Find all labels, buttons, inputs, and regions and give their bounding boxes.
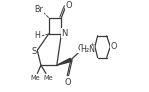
Text: O: O [66, 1, 72, 10]
Text: S: S [32, 47, 37, 56]
Text: O: O [78, 44, 84, 53]
Text: O: O [64, 78, 71, 86]
Text: H₂N: H₂N [80, 45, 95, 54]
Text: H: H [34, 31, 40, 40]
Polygon shape [57, 58, 72, 65]
Text: N: N [61, 29, 67, 38]
Text: Me: Me [44, 75, 53, 81]
Text: Me: Me [30, 75, 40, 81]
Text: Br: Br [35, 5, 44, 14]
Text: +: + [89, 42, 95, 47]
Text: −: − [80, 42, 86, 47]
Text: O: O [110, 42, 117, 51]
